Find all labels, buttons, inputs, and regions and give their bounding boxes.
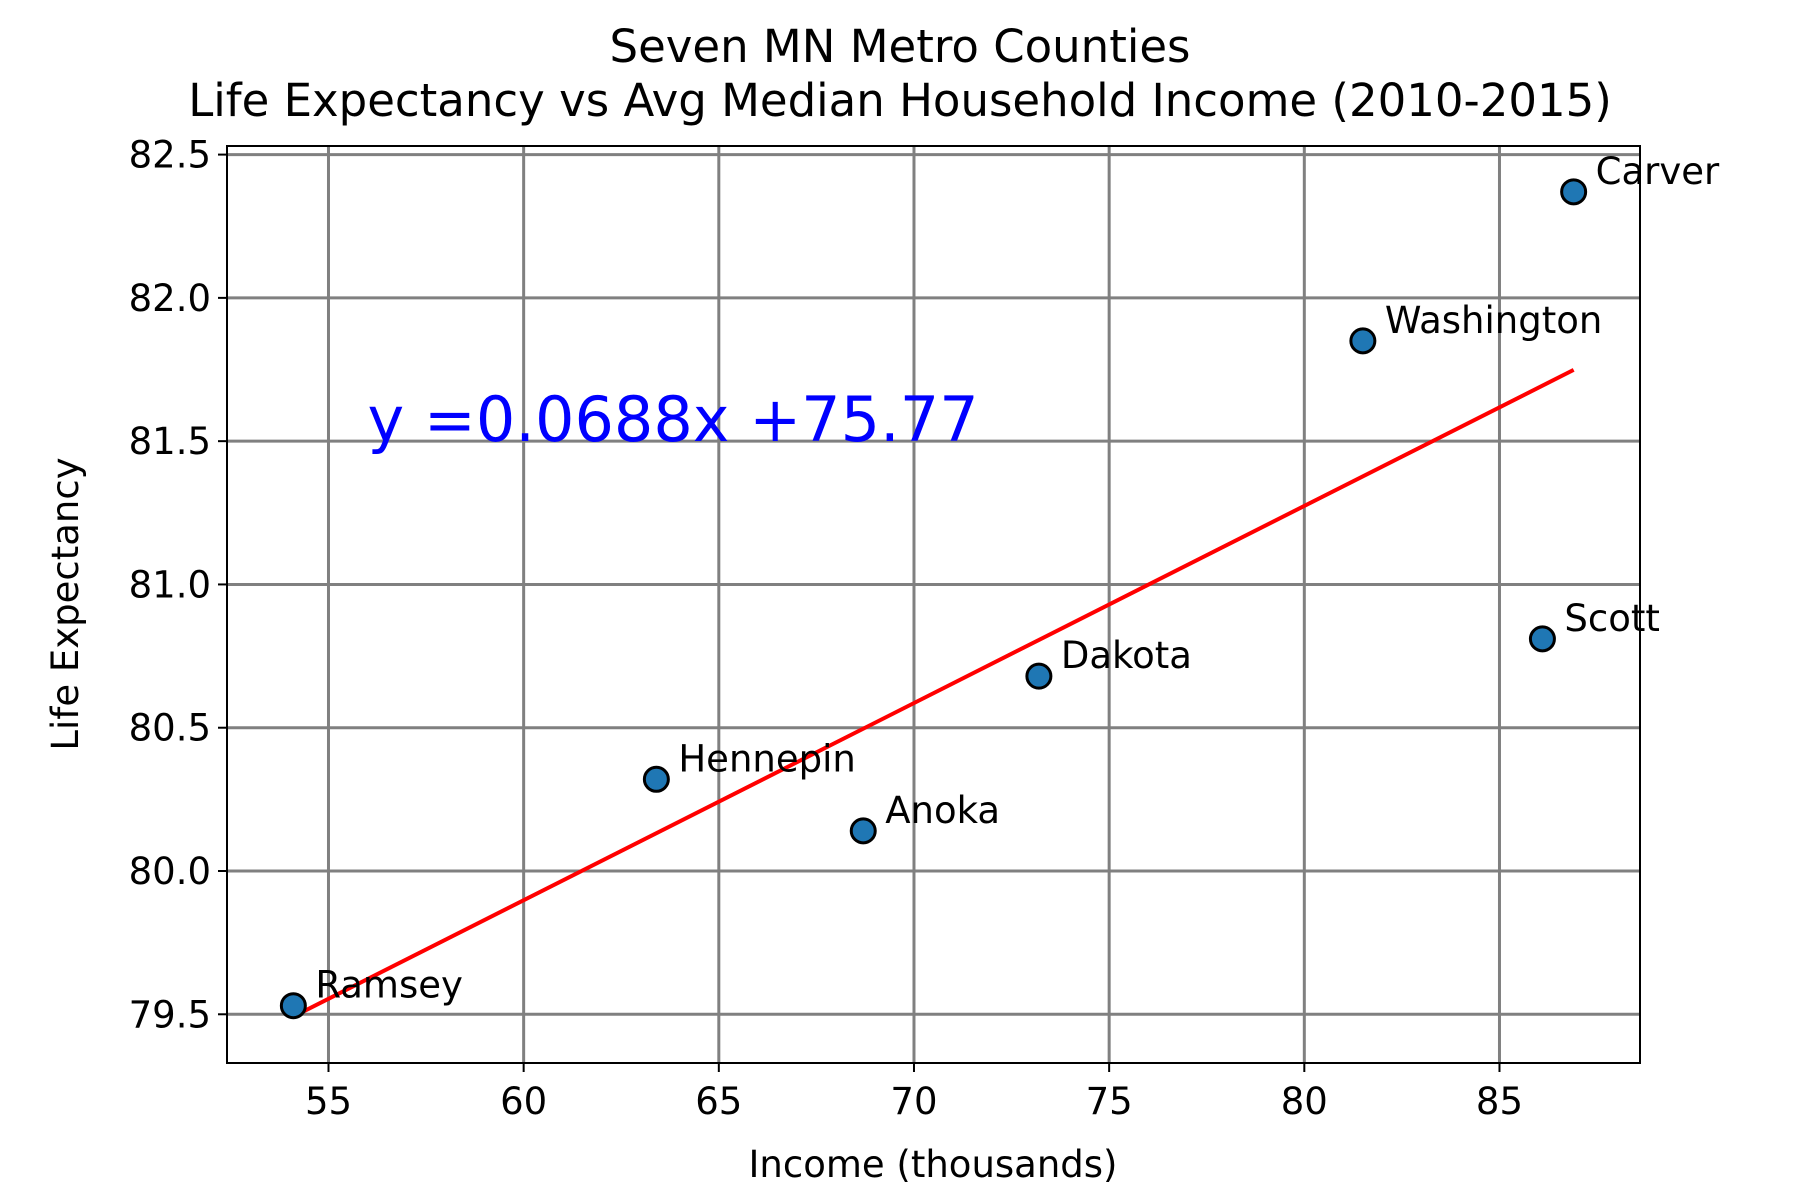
regression-layer <box>292 368 1575 1019</box>
data-point <box>279 992 307 1020</box>
point-label: Hennepin <box>678 737 855 780</box>
point-label: Dakota <box>1061 634 1192 677</box>
data-point <box>1025 662 1053 690</box>
chart-title-line-1: Seven MN Metro Counties <box>610 20 1191 73</box>
x-tick-label: 55 <box>305 1080 352 1123</box>
regression-line <box>292 368 1575 1019</box>
x-tick-label: 65 <box>695 1080 742 1123</box>
point-labels: Ramsey Hennepin Anoka Dakota Washington Scott… <box>315 150 1720 1007</box>
data-point <box>642 765 670 793</box>
y-tick-label: 80.0 <box>129 850 211 893</box>
y-tick-label: 82.0 <box>129 277 211 320</box>
point-label: Ramsey <box>315 964 463 1007</box>
x-axis-label: Income (thousands) <box>749 1143 1118 1186</box>
data-point <box>1528 625 1556 653</box>
y-tick-label: 80.5 <box>129 707 211 750</box>
point-label: Scott <box>1564 597 1659 640</box>
y-axis-label: Life Expectancy <box>44 457 87 750</box>
y-axis-ticks: 79.5 80.0 80.5 81.0 81.5 82.0 82.5 <box>129 134 227 1036</box>
y-tick-label: 81.0 <box>129 563 211 606</box>
regression-equation: y =0.0688x +75.77 <box>368 383 979 456</box>
y-tick-label: 79.5 <box>129 993 211 1036</box>
data-point <box>1349 327 1377 355</box>
x-tick-label: 80 <box>1281 1080 1328 1123</box>
x-tick-label: 75 <box>1086 1080 1133 1123</box>
grid-lines <box>227 146 1640 1063</box>
x-tick-label: 70 <box>890 1080 937 1123</box>
data-points <box>279 178 1588 1020</box>
data-point <box>1560 178 1588 206</box>
x-axis-ticks: 55 60 65 70 75 80 85 <box>305 1063 1523 1123</box>
point-label: Washington <box>1385 299 1602 342</box>
chart-title-line-2: Life Expectancy vs Avg Median Household … <box>188 74 1612 127</box>
plot-area-frame <box>226 145 1641 1064</box>
y-tick-label: 82.5 <box>129 134 211 177</box>
x-tick-label: 85 <box>1476 1080 1523 1123</box>
point-label: Anoka <box>885 789 1000 832</box>
point-label: Carver <box>1596 150 1720 193</box>
y-tick-label: 81.5 <box>129 420 211 463</box>
x-tick-label: 60 <box>500 1080 547 1123</box>
data-point <box>849 817 877 845</box>
